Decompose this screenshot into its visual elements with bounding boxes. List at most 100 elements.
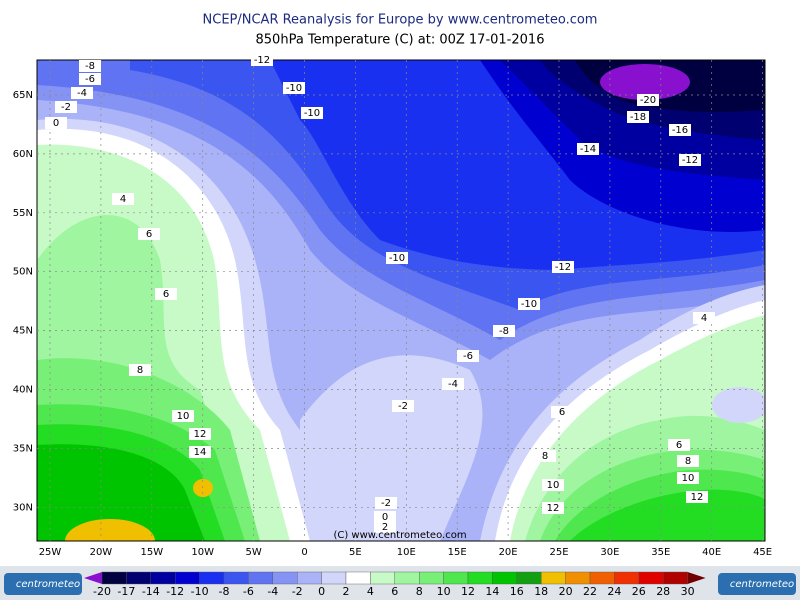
colorbar-label: -12	[166, 585, 184, 598]
colorbar-swatch	[101, 571, 127, 585]
colorbar-swatch	[321, 571, 347, 585]
contour-label-box	[677, 455, 699, 467]
contour-label-box	[627, 111, 649, 123]
contour-label-box	[442, 378, 464, 390]
lon-label: 20W	[90, 547, 113, 558]
contour-label: -2	[381, 498, 391, 509]
logo-text: centrometeo	[16, 579, 80, 590]
contour-label-box	[112, 193, 134, 205]
contour-label: -4	[448, 379, 458, 390]
contour-label-box	[45, 117, 67, 129]
colorbar-swatch	[394, 571, 420, 585]
contour-label: 14	[194, 447, 207, 458]
contour-label-box	[551, 406, 573, 418]
contour-label: -20	[640, 95, 656, 106]
colorbar-swatch	[516, 571, 542, 585]
colorbar: centrometeo centrometeo -20 -17 -14 -12 -10-…	[0, 566, 800, 600]
lon-label: 45E	[753, 547, 772, 558]
colorbar-label: -4	[267, 585, 278, 598]
contour-label-box	[251, 54, 273, 66]
lon-label: 0	[301, 547, 307, 558]
contour-label-box	[679, 154, 701, 166]
contour-label: 6	[559, 407, 565, 418]
lat-label: 65N	[13, 90, 33, 101]
colorbar-swatch	[541, 571, 566, 585]
contour-label: 10	[177, 411, 190, 422]
contour-label: 0	[382, 512, 388, 523]
contour-label: -12	[682, 155, 698, 166]
colorbar-label: -6	[243, 585, 254, 598]
colorbar-swatch	[345, 571, 371, 585]
lat-label: 60N	[13, 149, 33, 160]
contour-label-box	[518, 298, 540, 310]
contour-label: -12	[254, 55, 270, 66]
contour-label: 10	[682, 473, 695, 484]
contour-label: -2	[61, 102, 71, 113]
contour-label: -8	[499, 326, 509, 337]
contour-label: -12	[555, 262, 571, 273]
subtitle: 850hPa Temperature (C) at: 00Z 17-01-201…	[256, 33, 545, 48]
lon-label: 40E	[702, 547, 721, 558]
contour-label: -10	[286, 83, 302, 94]
colorbar-label: 2	[343, 585, 350, 598]
contour-label: 4	[120, 194, 126, 205]
contour-label: 6	[676, 440, 682, 451]
contour-label-box	[552, 261, 574, 273]
colorbar-label: 18	[534, 585, 548, 598]
lat-label: 35N	[13, 443, 33, 454]
contour-label: -10	[389, 253, 405, 264]
contour-label: -4	[77, 88, 87, 99]
colorbar-swatch	[565, 571, 591, 585]
colorbar-swatch	[419, 571, 444, 585]
colorbar-label: 14	[485, 585, 499, 598]
colorbar-label: 10	[437, 585, 451, 598]
lon-label: 30E	[600, 547, 619, 558]
colorbar-swatch	[638, 571, 664, 585]
colorbar-swatch	[443, 571, 469, 585]
contour-label: 12	[194, 429, 207, 440]
contour-labels: -12-8-6-4-20-10-10-20-18-16-14-12466-10-…	[45, 54, 715, 533]
colorbar-swatch	[272, 571, 298, 585]
contour-label-box	[71, 87, 93, 99]
lon-label: 25E	[549, 547, 568, 558]
contour-label: -18	[630, 112, 646, 123]
lon-label: 35E	[651, 547, 670, 558]
contour-label-box	[534, 450, 556, 462]
contour-label-box	[155, 288, 177, 300]
contour-label-box	[129, 364, 151, 376]
contour-label-box	[79, 73, 101, 85]
contour-label: 10	[547, 480, 560, 491]
contour-label: 8	[685, 456, 691, 467]
colorbar-swatch	[589, 571, 615, 585]
colorbar-label: 30	[681, 585, 695, 598]
contour-label: -10	[521, 299, 537, 310]
contour-label-box	[637, 94, 659, 106]
colorbar-label: 16	[510, 585, 524, 598]
logo-left	[4, 573, 82, 595]
contour-label: 8	[542, 451, 548, 462]
colorbar-label: 22	[583, 585, 597, 598]
contour-label-box	[374, 511, 396, 523]
lon-label: 5E	[349, 547, 362, 558]
contour-label: 4	[701, 313, 707, 324]
colorbar-label: 24	[607, 585, 621, 598]
lon-label: 15W	[140, 547, 163, 558]
contour-label: 12	[691, 492, 704, 503]
lat-label: 40N	[13, 385, 33, 396]
graticule: 65N 60N 55N 50N 45N 40N 35N 30N 25W 20W 15W 10W 5W 0 5…	[13, 60, 772, 558]
contour-label-box	[374, 521, 396, 533]
colorbar-label: -8	[219, 585, 230, 598]
contour-label-box	[493, 325, 515, 337]
map-frame	[36, 59, 766, 542]
contour-label: -6	[85, 74, 95, 85]
contour-label-box	[172, 410, 194, 422]
colorbar-label: 20	[559, 585, 573, 598]
colorbar-swatch	[370, 571, 395, 585]
colorbar-label: -17	[117, 585, 135, 598]
contour-label-box	[386, 252, 408, 264]
colorbar-swatch	[223, 571, 249, 585]
contour-label: -8	[85, 61, 95, 72]
colorbar-swatch	[663, 571, 688, 585]
